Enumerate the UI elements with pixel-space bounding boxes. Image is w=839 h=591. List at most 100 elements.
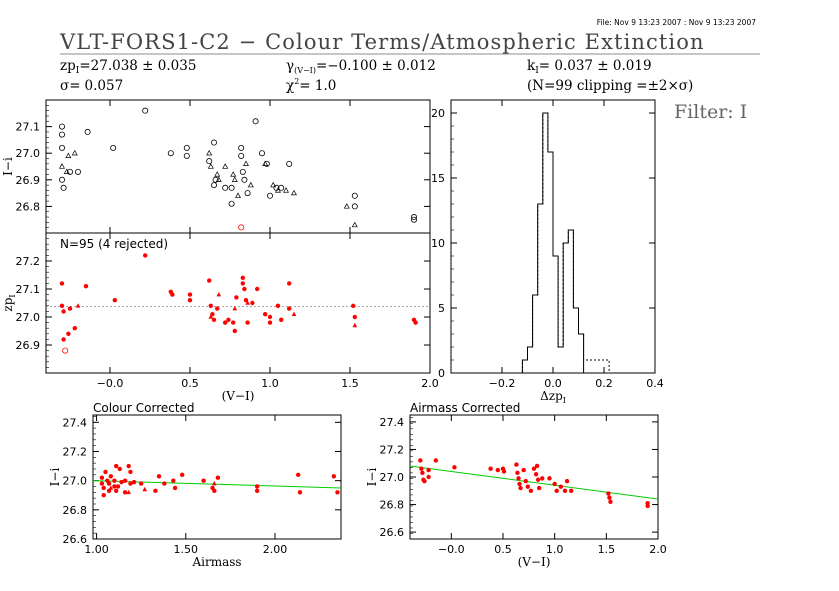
data-point xyxy=(245,300,250,305)
data-point xyxy=(488,466,493,471)
data-point xyxy=(426,467,431,473)
y-tick-label: 27.0 xyxy=(63,475,88,488)
y-tick-label: 27.0 xyxy=(380,471,405,484)
data-point xyxy=(426,474,431,480)
data-point xyxy=(232,328,237,334)
data-point xyxy=(208,303,213,308)
y-tick-label: 27.2 xyxy=(380,443,405,456)
data-point xyxy=(153,488,158,494)
x-tick-label: 2.0 xyxy=(649,543,667,556)
file-timestamp: File: Nov 9 13:23 2007 : Nov 9 13:23 200… xyxy=(597,18,757,27)
data-point xyxy=(187,292,193,297)
data-point xyxy=(254,488,260,494)
x-tick-label: 0.2 xyxy=(595,377,613,390)
data-point xyxy=(266,192,273,199)
data-point xyxy=(156,474,162,479)
data-point xyxy=(554,488,559,493)
data-point xyxy=(170,292,175,297)
y-tick-label: 27.0 xyxy=(16,311,41,324)
y-tick-label: 26.8 xyxy=(16,200,41,213)
data-point xyxy=(521,467,526,473)
x-tick-label: 1.0 xyxy=(546,543,564,556)
data-point xyxy=(517,481,522,487)
data-point xyxy=(113,463,119,469)
data-point xyxy=(525,484,530,489)
data-point xyxy=(607,495,612,500)
data-point xyxy=(206,149,213,156)
p5-frame xyxy=(409,414,659,540)
data-point xyxy=(518,485,523,491)
y-tick-label: 27.1 xyxy=(16,121,41,134)
data-point xyxy=(495,467,501,473)
data-point xyxy=(180,472,185,478)
data-point xyxy=(231,176,238,182)
fit-line xyxy=(409,465,659,500)
data-point xyxy=(187,298,193,303)
data-point xyxy=(83,284,89,289)
data-point xyxy=(210,182,217,189)
y-tick-label: 26.8 xyxy=(63,504,88,517)
data-point xyxy=(352,314,357,320)
data-point xyxy=(536,485,542,491)
y-tick-label: 27.4 xyxy=(63,416,88,429)
data-point xyxy=(106,488,112,494)
y-tick-label: 26.6 xyxy=(380,526,405,539)
data-point xyxy=(232,306,238,311)
data-point xyxy=(67,306,73,311)
data-point xyxy=(216,292,222,297)
data-point xyxy=(243,298,249,303)
data-point xyxy=(212,176,219,183)
data-point xyxy=(335,490,340,495)
x-tick-label: 1.5 xyxy=(341,377,359,390)
y-tick-label: 20 xyxy=(431,107,445,120)
data-point xyxy=(122,490,128,495)
data-point xyxy=(501,469,507,474)
k-result: kI= 0.037 ± 0.019 xyxy=(527,58,652,76)
data-point xyxy=(61,337,66,342)
data-point xyxy=(419,466,424,471)
p5-title: Airmass Corrected xyxy=(410,401,520,415)
p2-xlabel: (V−I) xyxy=(222,389,255,403)
data-point xyxy=(128,481,133,486)
data-point xyxy=(223,320,228,325)
data-point xyxy=(222,184,229,191)
data-point xyxy=(226,317,231,322)
data-point xyxy=(351,221,358,228)
data-point xyxy=(514,462,519,467)
data-point xyxy=(295,472,301,478)
data-point xyxy=(552,481,557,487)
p2-panel: 27.2 27.1 27.0 26.9 −0.0 0.5 1.0 1.5 2.0 zpI (V−I)… xyxy=(1,224,439,403)
data-point xyxy=(234,295,239,300)
data-point xyxy=(263,312,268,317)
data-point xyxy=(291,311,297,316)
data-point xyxy=(65,152,72,159)
data-point xyxy=(128,469,133,475)
data-point xyxy=(247,181,254,188)
data-point xyxy=(215,176,222,182)
data-point xyxy=(297,490,303,495)
data-point xyxy=(262,160,269,166)
sigma-result: σ= 0.057 xyxy=(60,78,123,94)
data-point xyxy=(106,481,112,486)
data-point xyxy=(101,493,106,498)
y-tick-label: 26.8 xyxy=(380,499,405,512)
data-point xyxy=(75,303,81,308)
p1-ylabel: I−i xyxy=(1,157,15,176)
data-point xyxy=(215,475,221,480)
data-point xyxy=(331,474,337,479)
data-point xyxy=(60,184,67,191)
data-point xyxy=(452,465,457,470)
y-tick-label: 10 xyxy=(431,237,445,250)
data-point xyxy=(108,485,114,490)
data-point xyxy=(210,312,215,317)
data-point xyxy=(238,144,245,151)
data-point xyxy=(286,160,293,167)
data-point xyxy=(212,480,217,486)
data-point xyxy=(112,478,117,483)
x-tick-label: −0.0 xyxy=(97,377,124,390)
data-point xyxy=(351,303,356,308)
data-point xyxy=(531,466,537,471)
rejected-point xyxy=(238,224,245,231)
x-tick-label: 2.00 xyxy=(263,543,288,556)
data-point xyxy=(254,484,260,489)
